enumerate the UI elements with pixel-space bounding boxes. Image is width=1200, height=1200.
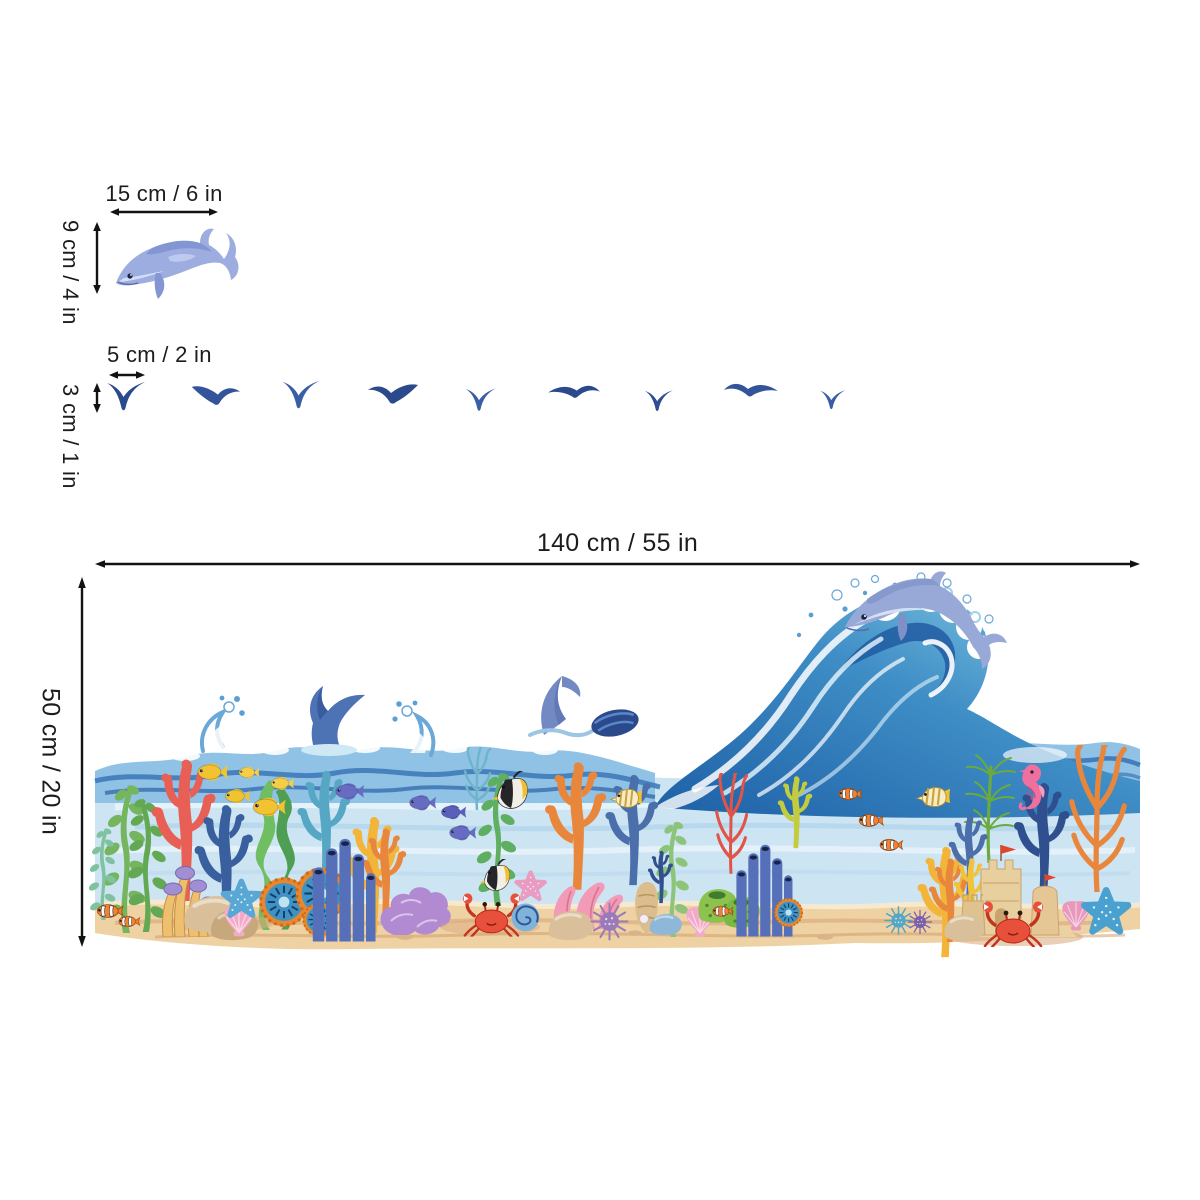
under-the-sea-mural — [89, 571, 1141, 958]
bird-icon — [465, 388, 497, 411]
bird-icon — [548, 385, 600, 398]
pearl — [639, 914, 649, 924]
birds-width-label: 5 cm / 2 in — [107, 342, 212, 367]
seahorse — [1018, 764, 1045, 811]
reef-bottom — [161, 838, 1127, 947]
mural-width-arrow — [95, 560, 1140, 568]
birds-height-arrow — [93, 383, 101, 413]
bird-icon — [282, 380, 320, 409]
mural-height-label: 50 cm / 20 in — [36, 688, 65, 836]
fish — [97, 763, 1045, 928]
water-splash — [200, 695, 245, 753]
dolphin-decal — [116, 228, 239, 299]
dolphin-width-arrow — [110, 208, 218, 216]
bird-icon — [191, 386, 241, 405]
birds-width-arrow — [109, 371, 145, 379]
spiral-shell — [510, 902, 541, 933]
jumping-dolphin — [845, 571, 1007, 669]
bird-icon — [368, 384, 418, 404]
cog-coral — [773, 897, 804, 928]
water-splash — [392, 700, 436, 757]
mural-height-arrow — [78, 577, 86, 947]
dolphin-height-arrow — [93, 222, 101, 294]
dolphin-height-label: 9 cm / 4 in — [58, 219, 83, 325]
bird-icon — [820, 390, 846, 410]
shell-in-wave — [591, 709, 639, 737]
bird-icon — [645, 390, 673, 411]
dolphin-width-label: 15 cm / 6 in — [105, 181, 223, 206]
dolphin-fin-icon — [528, 676, 594, 738]
mural-width-label: 140 cm / 55 in — [536, 529, 699, 557]
dolphin-tail-icon — [301, 686, 365, 756]
bird-icon — [107, 382, 145, 411]
birds-height-label: 3 cm / 1 in — [58, 383, 83, 489]
bird-icon — [724, 383, 778, 397]
